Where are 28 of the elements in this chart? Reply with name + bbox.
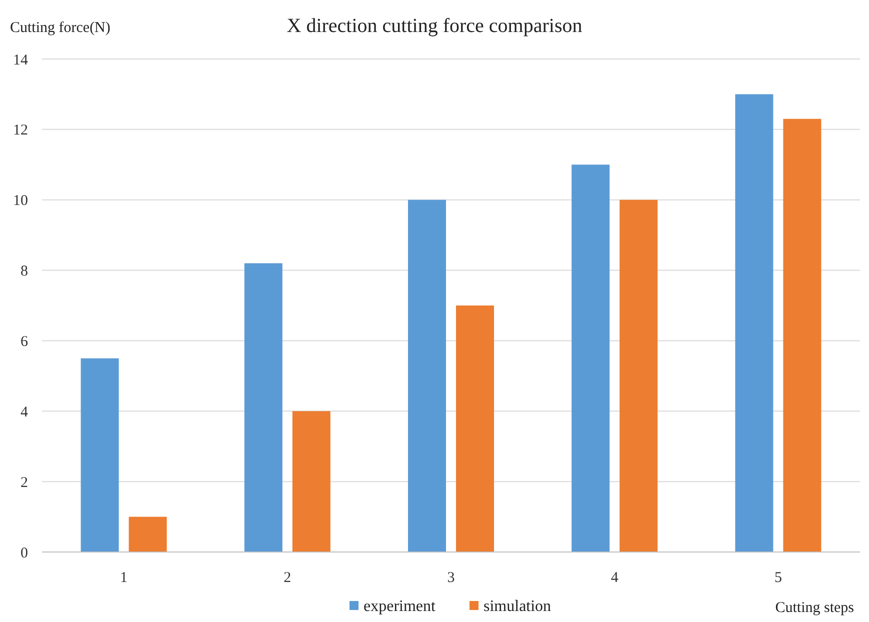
bar: [572, 164, 610, 552]
y-tick-label: 10: [13, 193, 28, 210]
bar: [292, 411, 330, 552]
x-tick-label: 2: [284, 570, 292, 586]
bar: [735, 94, 774, 552]
x-tick-label: 3: [447, 570, 455, 586]
y-tick-label: 0: [20, 545, 28, 562]
bar: [408, 200, 446, 552]
y-tick-label: 2: [20, 474, 28, 491]
x-axis-title: Cutting steps: [775, 600, 854, 616]
legend-label: simulation: [484, 598, 552, 615]
y-tick-label: 8: [20, 264, 28, 280]
bar: [128, 516, 167, 552]
bar: [80, 358, 119, 552]
x-tick-label: 5: [774, 570, 782, 586]
bar: [244, 263, 282, 552]
y-axis-title: Cutting force(N): [10, 20, 110, 36]
bar: [783, 118, 822, 552]
x-tick-label: 1: [120, 570, 128, 586]
bar: [456, 306, 494, 552]
y-tick-label: 4: [20, 404, 28, 420]
x-tick-label: 4: [610, 570, 619, 586]
legend-label: experiment: [364, 598, 436, 615]
y-tick-label: 12: [13, 122, 28, 139]
y-tick-label: 6: [20, 334, 28, 350]
bar: [620, 200, 658, 552]
y-tick-label: 14: [13, 52, 28, 68]
chart-title: X direction cutting force comparison: [286, 15, 582, 37]
